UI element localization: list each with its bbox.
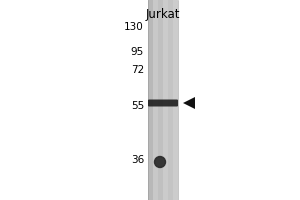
Bar	[148, 0, 153, 200]
Text: 95: 95	[131, 47, 144, 57]
Bar	[173, 0, 178, 200]
Bar	[153, 0, 158, 200]
Text: 55: 55	[131, 101, 144, 111]
Text: 72: 72	[131, 65, 144, 75]
Text: 36: 36	[131, 155, 144, 165]
Text: Jurkat: Jurkat	[146, 8, 180, 21]
Bar	[168, 0, 173, 200]
Bar	[158, 0, 163, 200]
Bar	[163, 0, 168, 200]
Polygon shape	[183, 97, 195, 109]
Bar	[148, 0, 178, 200]
FancyBboxPatch shape	[148, 99, 178, 106]
Text: 130: 130	[124, 22, 144, 32]
Circle shape	[154, 156, 166, 168]
